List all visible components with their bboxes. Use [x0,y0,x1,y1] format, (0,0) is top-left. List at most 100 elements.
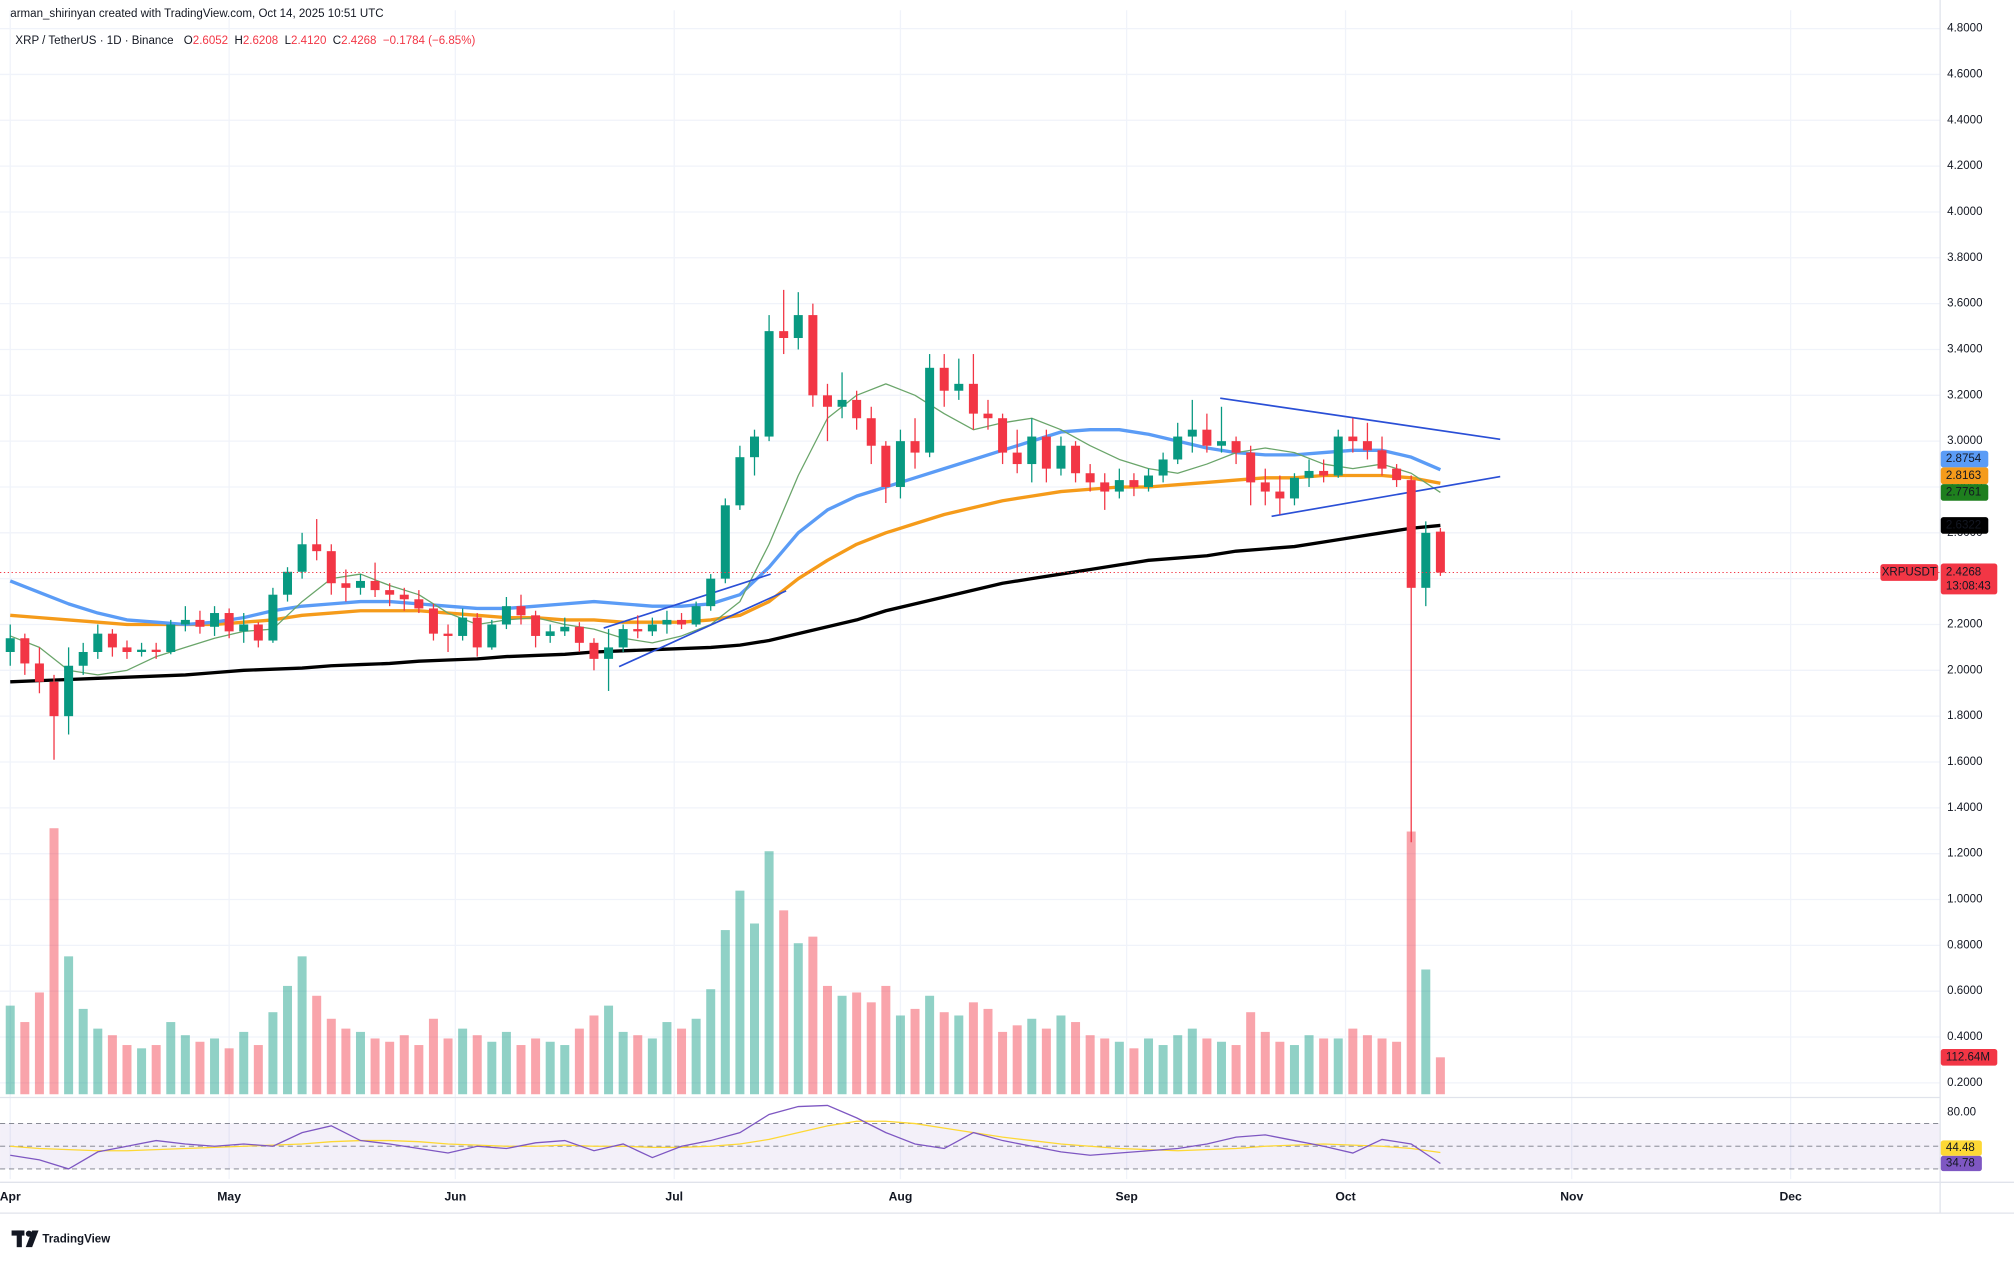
volume-bar [458,1028,468,1095]
volume-bar [1071,1022,1081,1095]
volume-bar [78,1008,88,1095]
candle-body [414,599,424,609]
candle-body [808,315,818,396]
rsi-label: 34.78 [1946,1158,1975,1170]
volume-bar [968,1002,978,1095]
x-tick-label: Sep [1115,1189,1137,1203]
volume-bar [1027,1018,1037,1095]
volume-bar [1392,1041,1402,1095]
volume-bar [545,1041,555,1095]
volume-bar [1231,1045,1241,1095]
volume-bar [501,1031,511,1095]
candle-body [1100,482,1110,492]
y-tick-label: 2.2000 [1947,619,1982,631]
volume-bar [64,956,74,1095]
candle-body [49,681,59,717]
volume-bar [1012,1025,1022,1095]
ohlc-key: O [184,35,193,47]
logo-shape [25,1230,39,1248]
rsi-band [0,1123,1940,1169]
volume-bar [1100,1038,1110,1095]
ohlc-key: C [333,35,341,47]
candle-body [720,505,730,579]
volume-bar [1304,1035,1314,1095]
candle-body [1289,477,1299,499]
volume-bar [472,1035,482,1095]
candle-body [677,619,687,625]
ohlc-value: 2.6052 [193,35,228,47]
price-label: 2.6322 [1946,519,1981,531]
y-tick-label: 4.2000 [1947,160,1982,172]
volume-bar [1377,1038,1387,1095]
ohlc-value: 2.6208 [243,35,278,47]
volume-bar [122,1045,132,1095]
candle-body [428,608,438,634]
candle-body [1114,480,1124,492]
candle-body [1129,480,1139,487]
volume-bar [793,943,803,1095]
volume-bar [516,1045,526,1095]
candle-body [355,580,365,588]
candle-body [735,457,745,506]
volume-bar [1246,1012,1256,1095]
candle-body [954,383,964,391]
candle-body [1216,441,1226,446]
volume-bar [1216,1041,1226,1095]
volume-bar [1114,1041,1124,1095]
candle-body [822,395,832,407]
candle-body [5,638,15,652]
volume-bar [589,1015,599,1095]
candle-body [20,638,30,664]
volume-bar [224,1048,234,1095]
volume-bar [1421,969,1431,1095]
candle-body [633,629,643,632]
candle-body [516,606,526,616]
candle-body [1435,531,1445,573]
candle-body [793,315,803,339]
volume-bar [1275,1041,1285,1095]
y-tick-label: 3.2000 [1947,389,1982,401]
y-tick-label: 3.8000 [1947,252,1982,264]
volume-bar [779,910,789,1095]
candle-body [1158,459,1168,476]
y-tick-label: 80.00 [1947,1106,1976,1118]
candle-body [283,571,293,595]
price-label-box [1940,484,1989,501]
volume-bar [910,1008,920,1095]
candle-body [1304,470,1314,478]
rsi-line [10,1104,1441,1170]
brand: TradingView [42,1234,110,1246]
candle-body [895,441,905,487]
volume-bar [166,1022,176,1095]
candle-body [1173,436,1183,460]
volume-bar [326,1018,336,1095]
y-tick-label: 0.6000 [1947,985,1982,997]
volume-bar [399,1035,409,1095]
volume-bar [998,1031,1008,1095]
candle-body [618,629,628,648]
candle-body [939,367,949,391]
candle-body [1275,491,1285,499]
volume-bar [881,985,891,1095]
price-label-box [1940,450,1989,468]
y-tick-label: 3.0000 [1947,435,1982,447]
candle-body [326,551,336,584]
trendline [603,573,771,629]
volume-bar [151,1045,161,1095]
x-tick-label: May [217,1189,241,1203]
candle-body [1041,436,1051,469]
rsi-layer [0,1104,1940,1170]
y-tick-label: 1.0000 [1947,894,1982,906]
volume-bar [370,1038,380,1095]
volume-bar [866,1002,876,1095]
grid [0,10,1940,1180]
volume-bar [1158,1045,1168,1095]
candle-body [443,633,453,636]
candle-body [1319,470,1329,476]
x-tick-label: Aug [889,1189,913,1203]
candle-body [852,399,862,419]
candle-body [239,624,249,632]
volume-bar [822,985,832,1095]
volume-bar [1041,1028,1051,1095]
volume-label: 112.64M [1946,1051,1990,1063]
